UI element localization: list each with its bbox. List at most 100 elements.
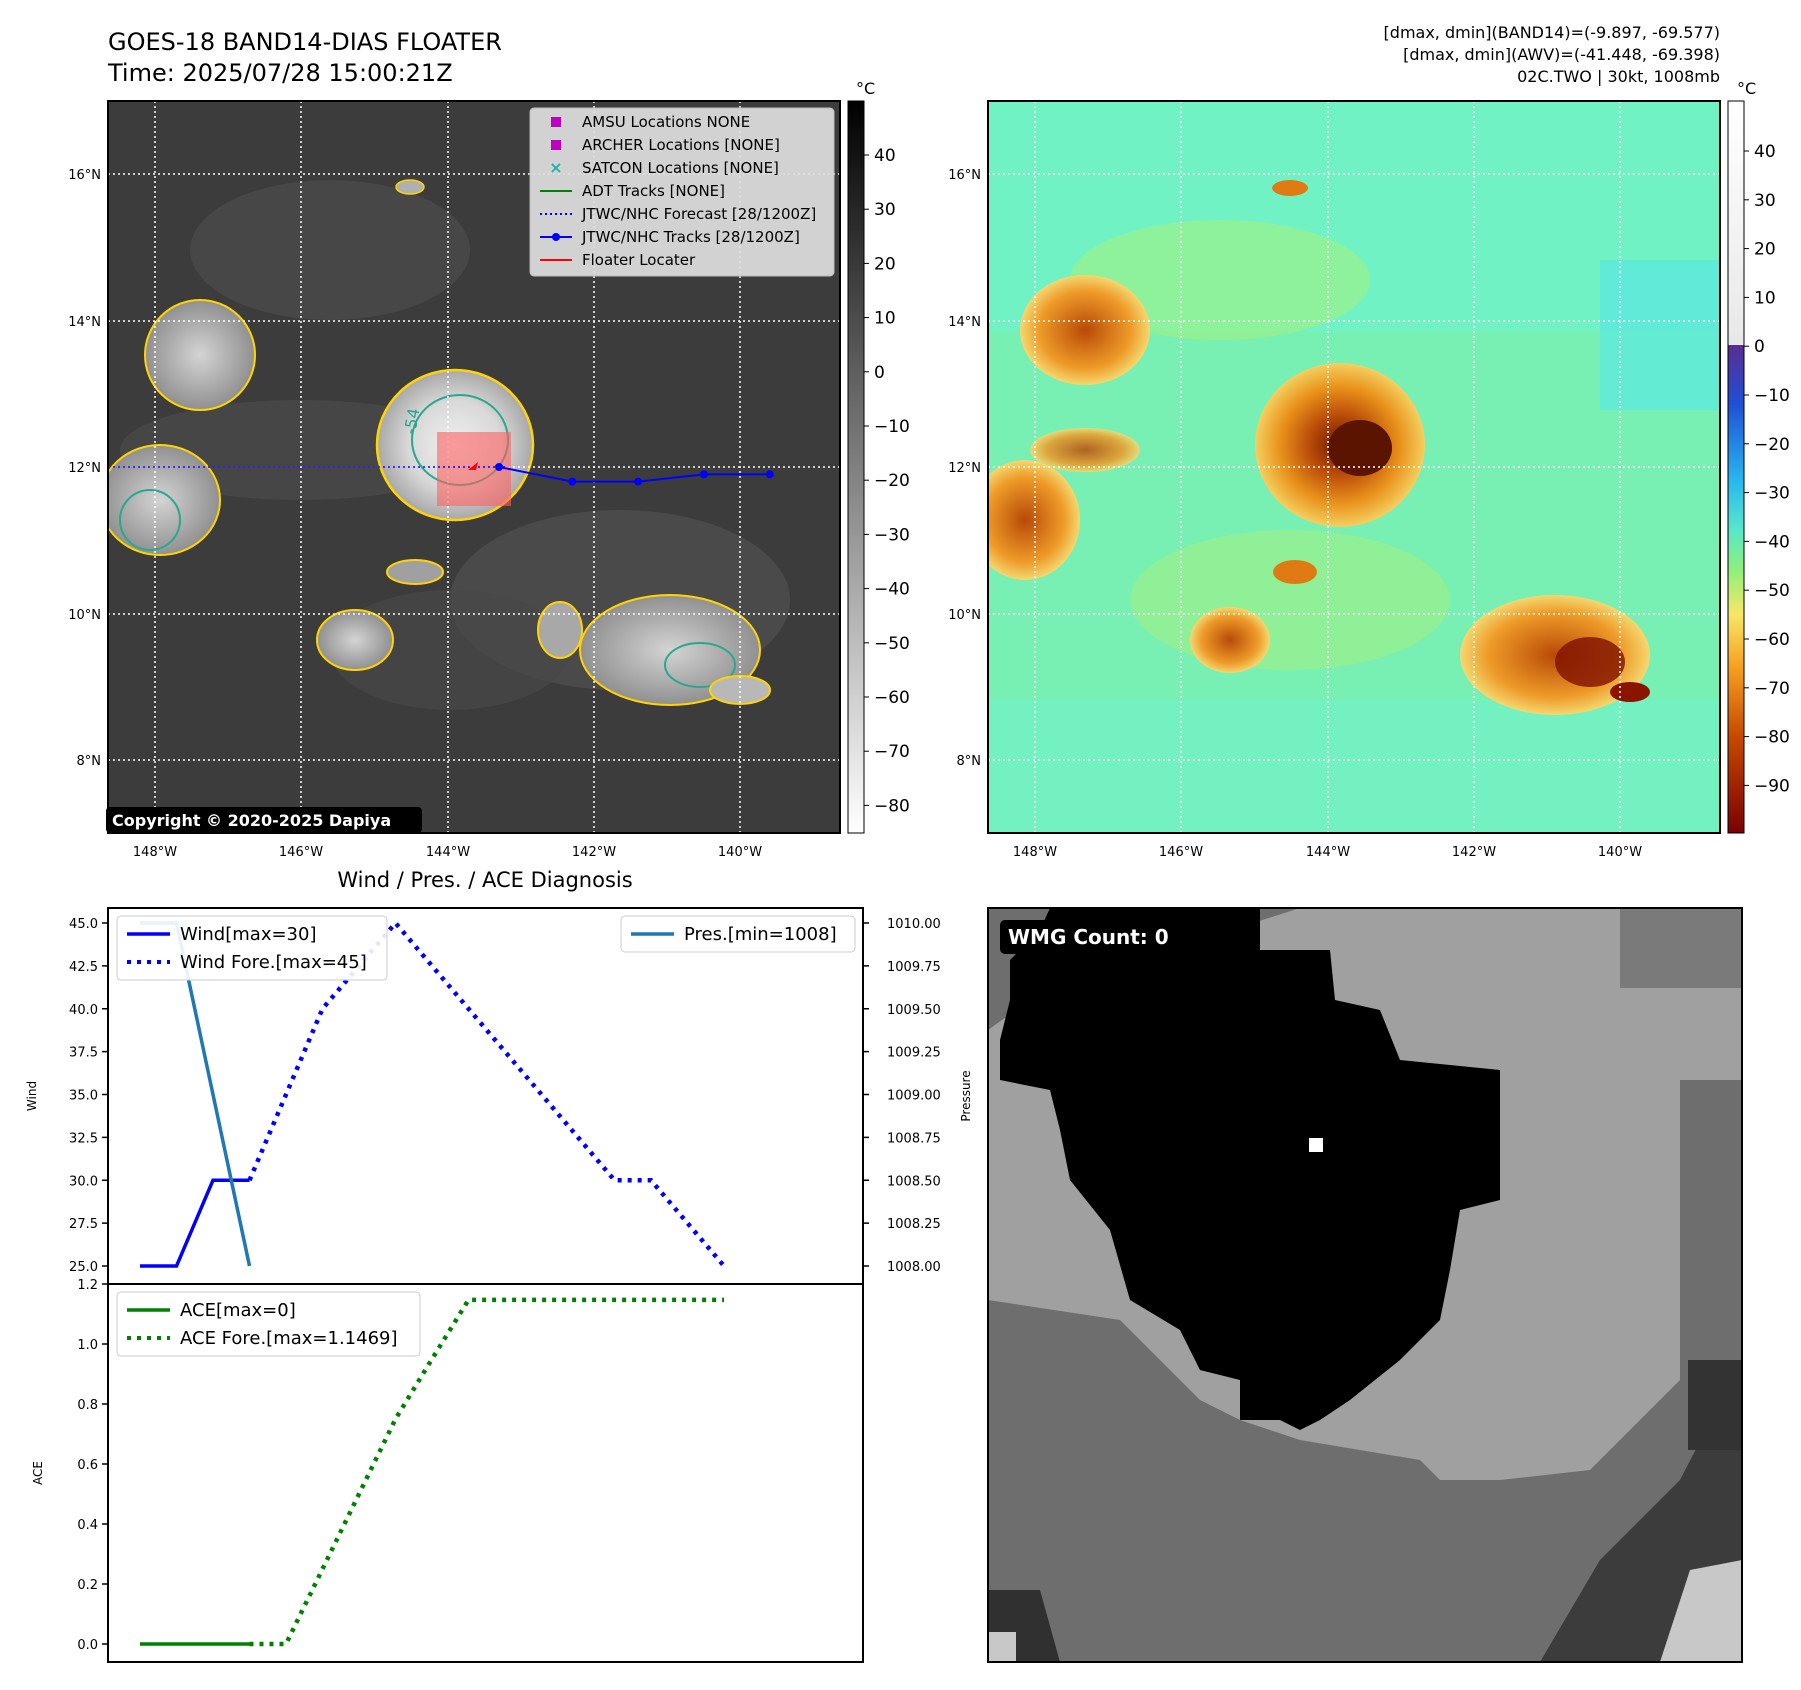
legend-label: JTWC/NHC Tracks [28/1200Z] [581, 228, 800, 246]
awv-map-lon-labels: 148°W 146°W 144°W 142°W 140°W [1013, 845, 1642, 860]
cloud-cluster [709, 675, 771, 705]
cirrus-patch [190, 180, 470, 320]
awv-cloud-cluster [1190, 607, 1270, 673]
ace-axis-label: ACE [31, 1461, 45, 1485]
y-tick-label: 35.0 [69, 1089, 98, 1104]
y-tick-label: 37.5 [69, 1046, 98, 1061]
ace-legend-box [116, 1291, 421, 1357]
wmg-count-text: WMG Count: 0 [1008, 925, 1169, 949]
wmg-patch-dark [1688, 1360, 1742, 1450]
lon-label: 144°W [1306, 845, 1350, 860]
awv-cloud-cluster [1030, 428, 1140, 472]
colorbar-tick-label: −70 [874, 742, 910, 762]
y-tick-label: 42.5 [69, 960, 98, 975]
colorbar-tick-label: 40 [874, 146, 896, 166]
colorbar-tick-label: −20 [874, 471, 910, 491]
legend-marker-x: × [549, 158, 562, 177]
legend-label: AMSU Locations NONE [582, 113, 750, 131]
legend-marker-dot [552, 233, 560, 241]
colorbar-tick-label: −90 [1754, 776, 1790, 796]
copyright-badge [106, 807, 422, 833]
lat-label: 16°N [68, 168, 101, 183]
lat-label: 12°N [948, 461, 981, 476]
y-tick-label: 1008.75 [887, 1131, 941, 1146]
colorbar-strip-top [1728, 101, 1744, 345]
lat-label: 12°N [68, 461, 101, 476]
y-tick-label: 0.6 [77, 1458, 98, 1473]
colorbar-frame [1727, 100, 1745, 834]
wmg-cold-core [1000, 908, 1500, 1430]
legend-label: ADT Tracks [NONE] [582, 182, 725, 200]
wmg-center-marker [1309, 1138, 1323, 1152]
colorbar-strip [847, 100, 865, 834]
awv-cloud-cluster [1273, 560, 1317, 584]
legend-label: ARCHER Locations [NONE] [582, 136, 780, 154]
wind-pressure-plot: 45.0 42.5 40.0 37.5 35.0 32.5 30.0 27.5 25.0 101… [25, 907, 973, 1285]
wind-axis-label: Wind [25, 1081, 39, 1111]
colorbar-unit: °C [856, 79, 875, 98]
wind-legend-box [116, 915, 388, 981]
colorbar-tick-label: −50 [874, 634, 910, 654]
track-point [765, 470, 774, 479]
lon-label: 142°W [1452, 845, 1496, 860]
ace-plot: 1.2 1.0 0.8 0.6 0.4 0.2 0.0 ACE ACE[max=0] ACE… [31, 1278, 864, 1663]
awv-map-frame [987, 100, 1721, 834]
colorbar-tick-label: −40 [874, 580, 910, 600]
lat-label: 10°N [948, 608, 981, 623]
pressure-axis-label: Pressure [959, 1070, 973, 1121]
colorbar-tick-label: 10 [874, 309, 896, 329]
ir-map-lat-labels: 16°N 14°N 12°N 10°N 8°N [68, 168, 101, 769]
legend-label-wind-fore: Wind Fore.[max=45] [180, 952, 367, 973]
info-storm: 02C.TWO | 30kt, 1008mb [1517, 67, 1720, 86]
y-tick-label: 30.0 [69, 1174, 98, 1189]
wmg-frame [987, 907, 1743, 1663]
y-tick-label: 1009.50 [887, 1003, 941, 1018]
contour-label: -54 [400, 407, 423, 436]
y-tick-label: 1008.00 [887, 1260, 941, 1275]
colorbar-tick-label: 20 [874, 254, 896, 274]
lon-label: 146°W [279, 845, 323, 860]
wmg-patch [1620, 908, 1742, 988]
lat-label: 14°N [68, 315, 101, 330]
colorbar-tick-label: −10 [874, 417, 910, 437]
colorbar-tick-label: 30 [874, 200, 896, 220]
colorbar-tick-label: −60 [1754, 630, 1790, 650]
cloud-cluster [537, 601, 583, 659]
pressure-legend-box [620, 915, 856, 953]
cloud-contour [664, 642, 736, 688]
wmg-panel [988, 908, 1742, 1662]
track-point [495, 463, 504, 471]
y-tick-label: 0.0 [77, 1638, 98, 1653]
ir-map-legend: AMSU Locations NONE ARCHER Locations [NON… [529, 107, 835, 277]
lat-label: 8°N [77, 754, 102, 769]
awv-map-lat-labels: 16°N 14°N 12°N 10°N 8°N [948, 168, 981, 769]
legend-box [529, 107, 835, 277]
y-tick-label: 25.0 [69, 1260, 98, 1275]
color-colorbar: °C 40 30 20 10 0 −10 −20 −30 −40 −50 −60 −70 −80 −90 [1727, 79, 1790, 834]
awv-dry-patch [1130, 530, 1450, 670]
cloud-contour [119, 489, 181, 551]
lon-label: 148°W [1013, 845, 1057, 860]
cloud-cluster [386, 559, 444, 585]
ir-map-frame [107, 100, 841, 834]
awv-cloud-cluster [988, 460, 1080, 580]
floater-locater-marker [468, 462, 478, 470]
colorbar-tick-label: 40 [1754, 142, 1776, 162]
lon-label: 144°W [426, 845, 470, 860]
lat-label: 14°N [948, 315, 981, 330]
figure-time: Time: 2025/07/28 15:00:21Z [107, 59, 453, 87]
awv-cloud-core [1610, 682, 1650, 702]
colorbar-tick-label: −30 [874, 525, 910, 545]
forecast-track-points [468, 462, 774, 486]
y-tick-label: 1009.75 [887, 960, 941, 975]
legend-marker-square [551, 117, 561, 127]
awv-map-gridlines [988, 101, 1720, 833]
awv-map-panel [988, 101, 1720, 833]
y-tick-label: 1008.25 [887, 1217, 941, 1232]
cloud-cluster [108, 444, 221, 556]
cloud-cluster [579, 594, 761, 706]
wmg-patch-bright [1660, 1560, 1742, 1662]
copyright-text: Copyright © 2020-2025 Dapiya [112, 811, 391, 830]
track-point [568, 477, 577, 486]
legend-label-ace: ACE[max=0] [180, 1300, 296, 1321]
